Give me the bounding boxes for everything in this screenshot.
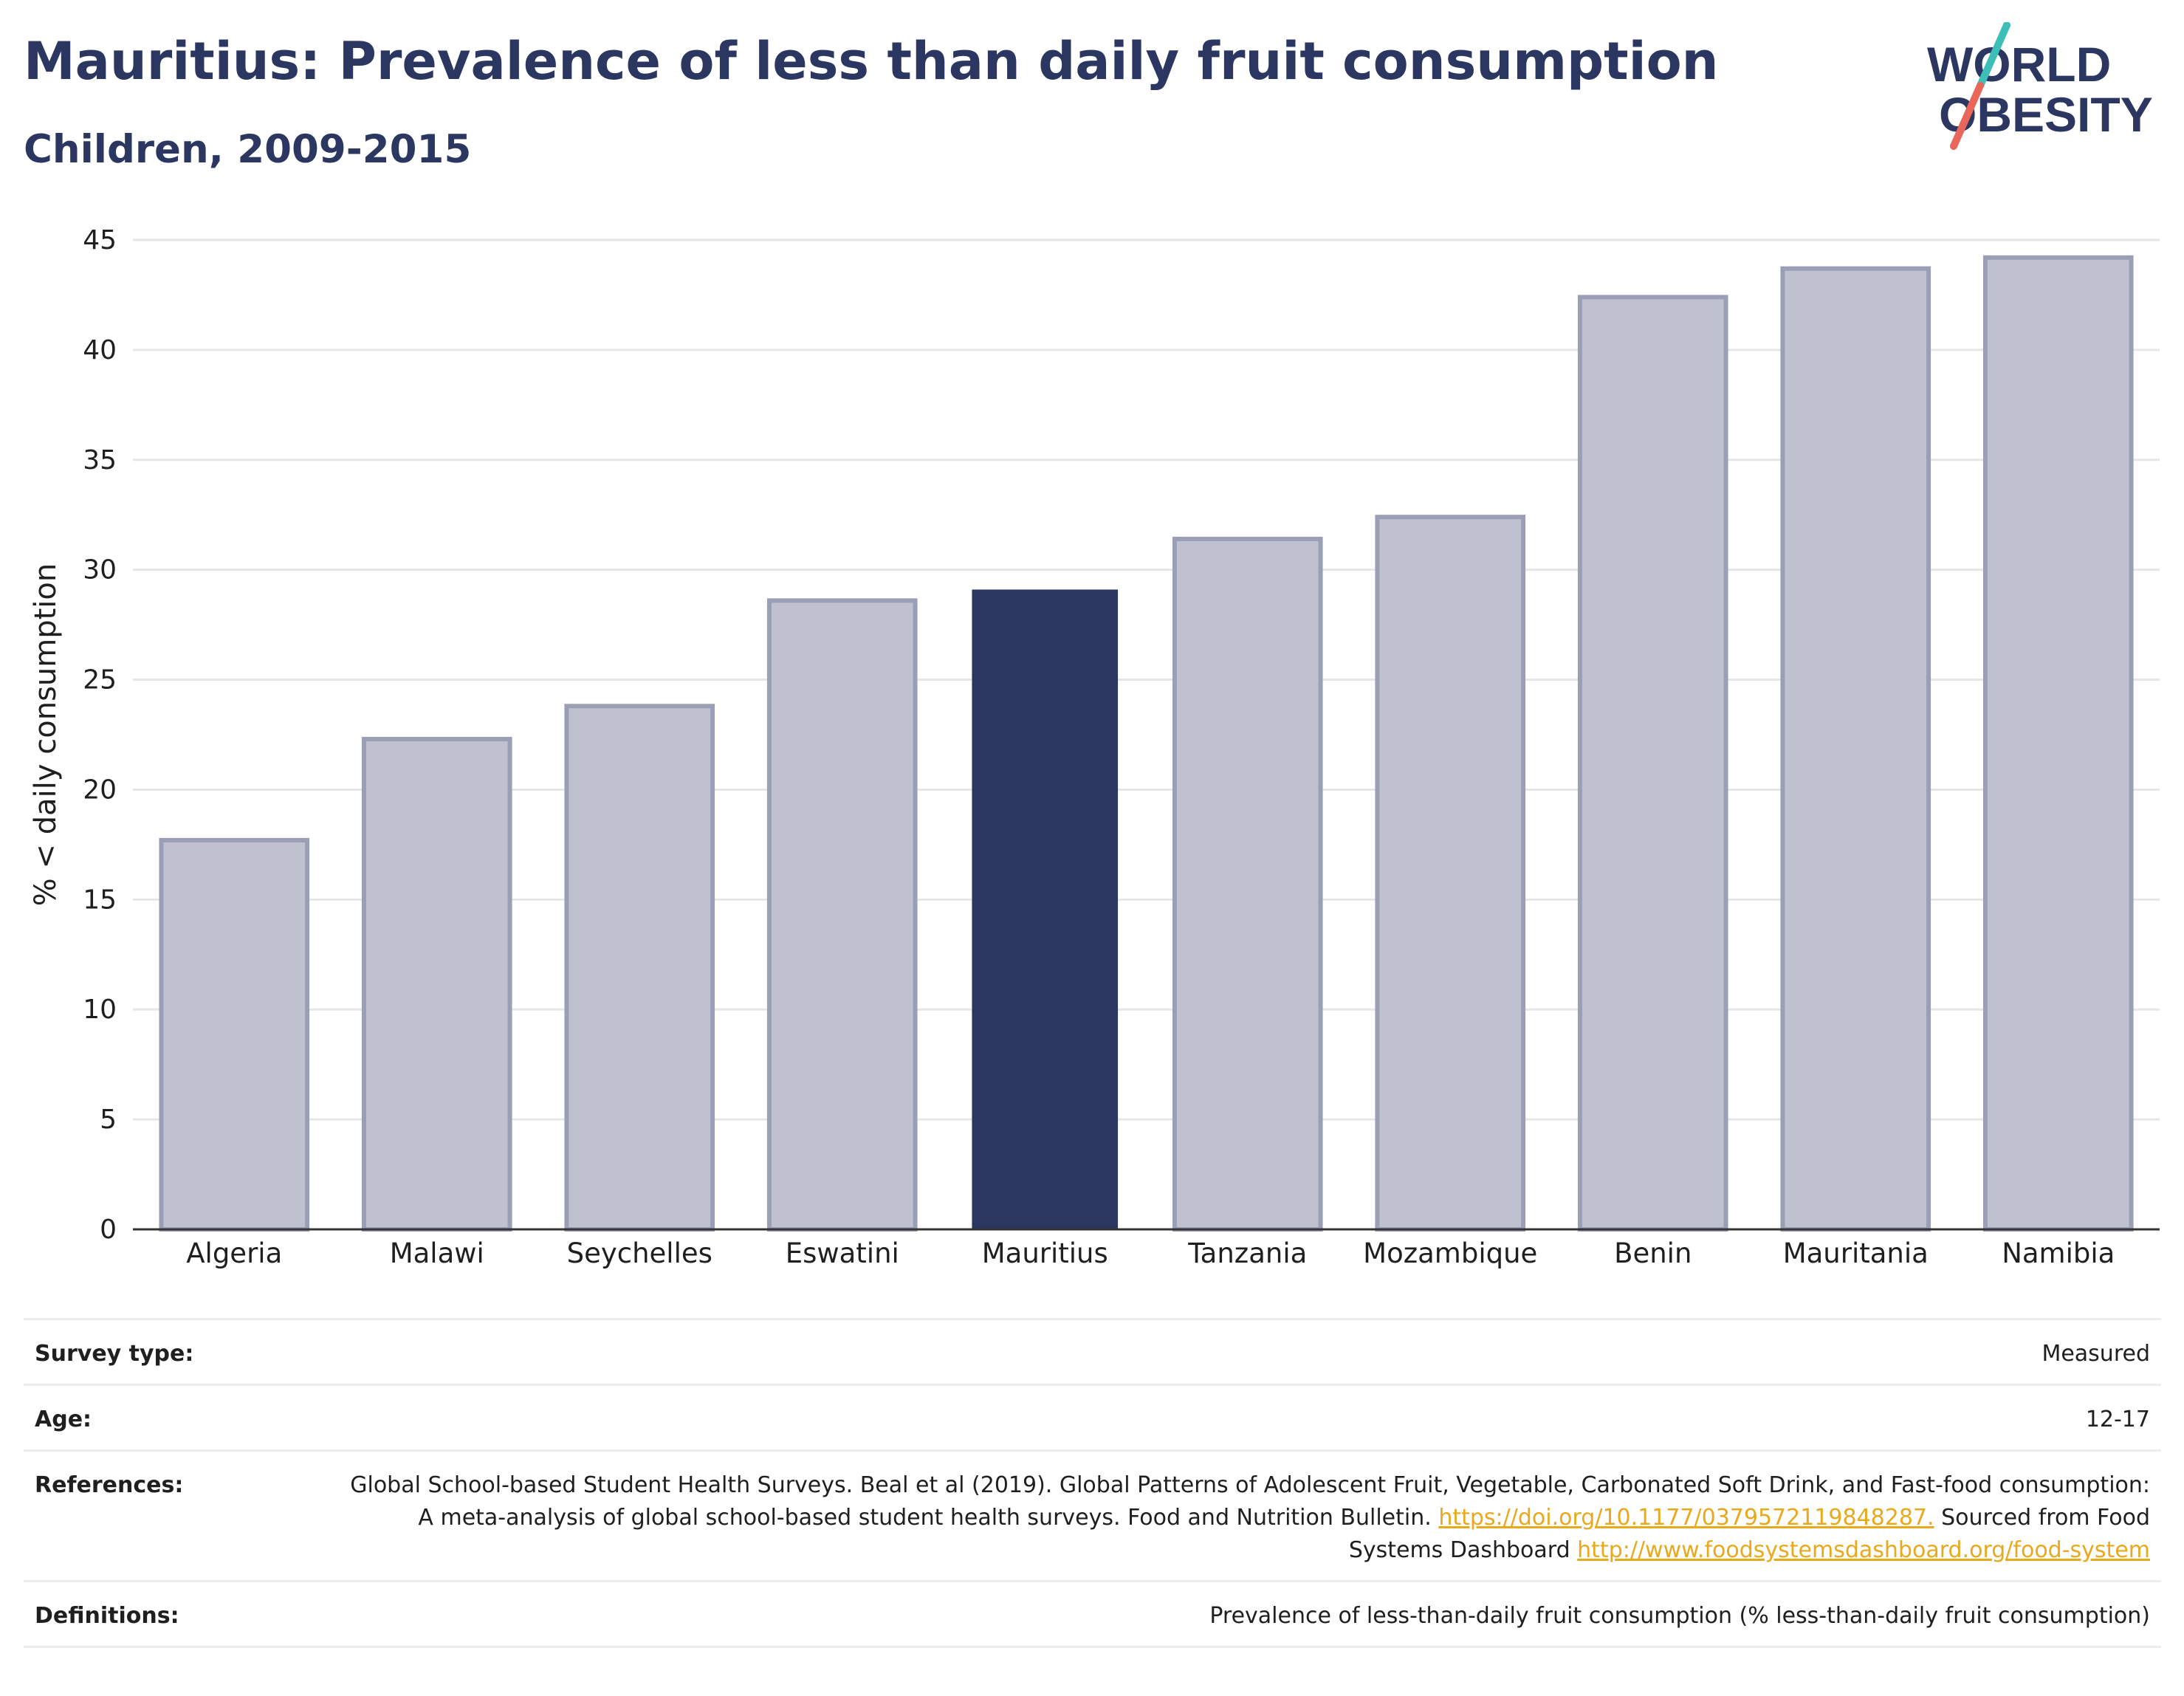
x-tick-label: Algeria — [186, 1237, 282, 1269]
survey-type-label: Survey type: — [35, 1341, 194, 1367]
survey-type-value: Measured — [2042, 1341, 2150, 1367]
bar-malawi — [361, 736, 512, 1232]
y-tick-label: 25 — [83, 665, 117, 696]
logo-slash-top — [1977, 22, 2010, 89]
x-tick-label: Namibia — [2002, 1237, 2115, 1269]
food-systems-dashboard-link[interactable]: http://www.foodsystemsdashboard.org/food… — [1577, 1537, 2150, 1563]
references-value: Global School-based Student Health Surve… — [330, 1469, 2161, 1567]
definitions-value: Prevalence of less-than-daily fruit cons… — [1209, 1603, 2150, 1629]
y-tick-label: 10 — [83, 995, 117, 1025]
chart-subtitle: Children, 2009-2015 — [24, 127, 472, 172]
x-tick-label: Mauritania — [1783, 1237, 1929, 1269]
references-text: Global School-based Student Health Surve… — [350, 1472, 2150, 1531]
logo-text-world: WORLD — [1927, 37, 2111, 92]
y-tick-label: 35 — [83, 445, 117, 476]
y-tick-label: 30 — [83, 555, 117, 586]
x-tick-label: Eswatini — [786, 1237, 899, 1269]
y-tick-label: 40 — [83, 335, 117, 365]
definitions-label: Definitions: — [35, 1603, 179, 1629]
bar-mozambique — [1375, 515, 1526, 1232]
references-label: References: — [35, 1472, 184, 1498]
info-row-references: References: Global School-based Student … — [24, 1449, 2161, 1580]
doi-link[interactable]: https://doi.org/10.1177/0379572119848287… — [1438, 1505, 1934, 1531]
bar-mauritania — [1780, 266, 1931, 1232]
y-axis-label: % < daily consumption — [29, 563, 63, 906]
age-value: 12-17 — [2085, 1407, 2150, 1432]
y-tick-label: 45 — [83, 225, 117, 255]
x-tick-label: Mozambique — [1363, 1237, 1537, 1269]
age-label: Age: — [35, 1407, 92, 1432]
bar-chart: 0 5 10 15 20 25 30 35 40 45 % < daily consumption A… — [29, 225, 2160, 1269]
bar-tanzania — [1172, 536, 1323, 1232]
info-table: Survey type: Measured Age: 12-17 Referen… — [24, 1318, 2161, 1648]
bar-benin — [1577, 295, 1728, 1232]
logo-slash-bottom — [1950, 82, 1984, 150]
bar-namibia — [1982, 255, 2134, 1232]
info-row-survey-type: Survey type: Measured — [24, 1318, 2161, 1384]
x-tick-label: Benin — [1614, 1237, 1692, 1269]
bar-algeria — [159, 837, 310, 1232]
info-row-age: Age: 12-17 — [24, 1384, 2161, 1449]
x-tick-label: Mauritius — [982, 1237, 1108, 1269]
y-tick-label: 20 — [83, 775, 117, 805]
bar-eswatini — [766, 598, 918, 1232]
bar-seychelles — [564, 704, 715, 1232]
x-tick-label: Seychelles — [567, 1237, 712, 1269]
info-row-definitions: Definitions: Prevalence of less-than-dai… — [24, 1580, 2161, 1648]
references-source-text: Sourced from Food Systems Dashboard — [1348, 1505, 2150, 1563]
x-tick-label: Tanzania — [1187, 1237, 1307, 1269]
y-tick-label: 5 — [100, 1105, 117, 1135]
world-obesity-logo: WORLD OBESITY — [1927, 22, 2153, 150]
y-tick-label: 0 — [100, 1215, 117, 1245]
y-tick-label: 15 — [83, 885, 117, 915]
x-tick-label: Malawi — [390, 1237, 484, 1269]
bar-mauritius — [972, 589, 1119, 1229]
chart-title: Mauritius: Prevalence of less than daily… — [24, 31, 1719, 92]
